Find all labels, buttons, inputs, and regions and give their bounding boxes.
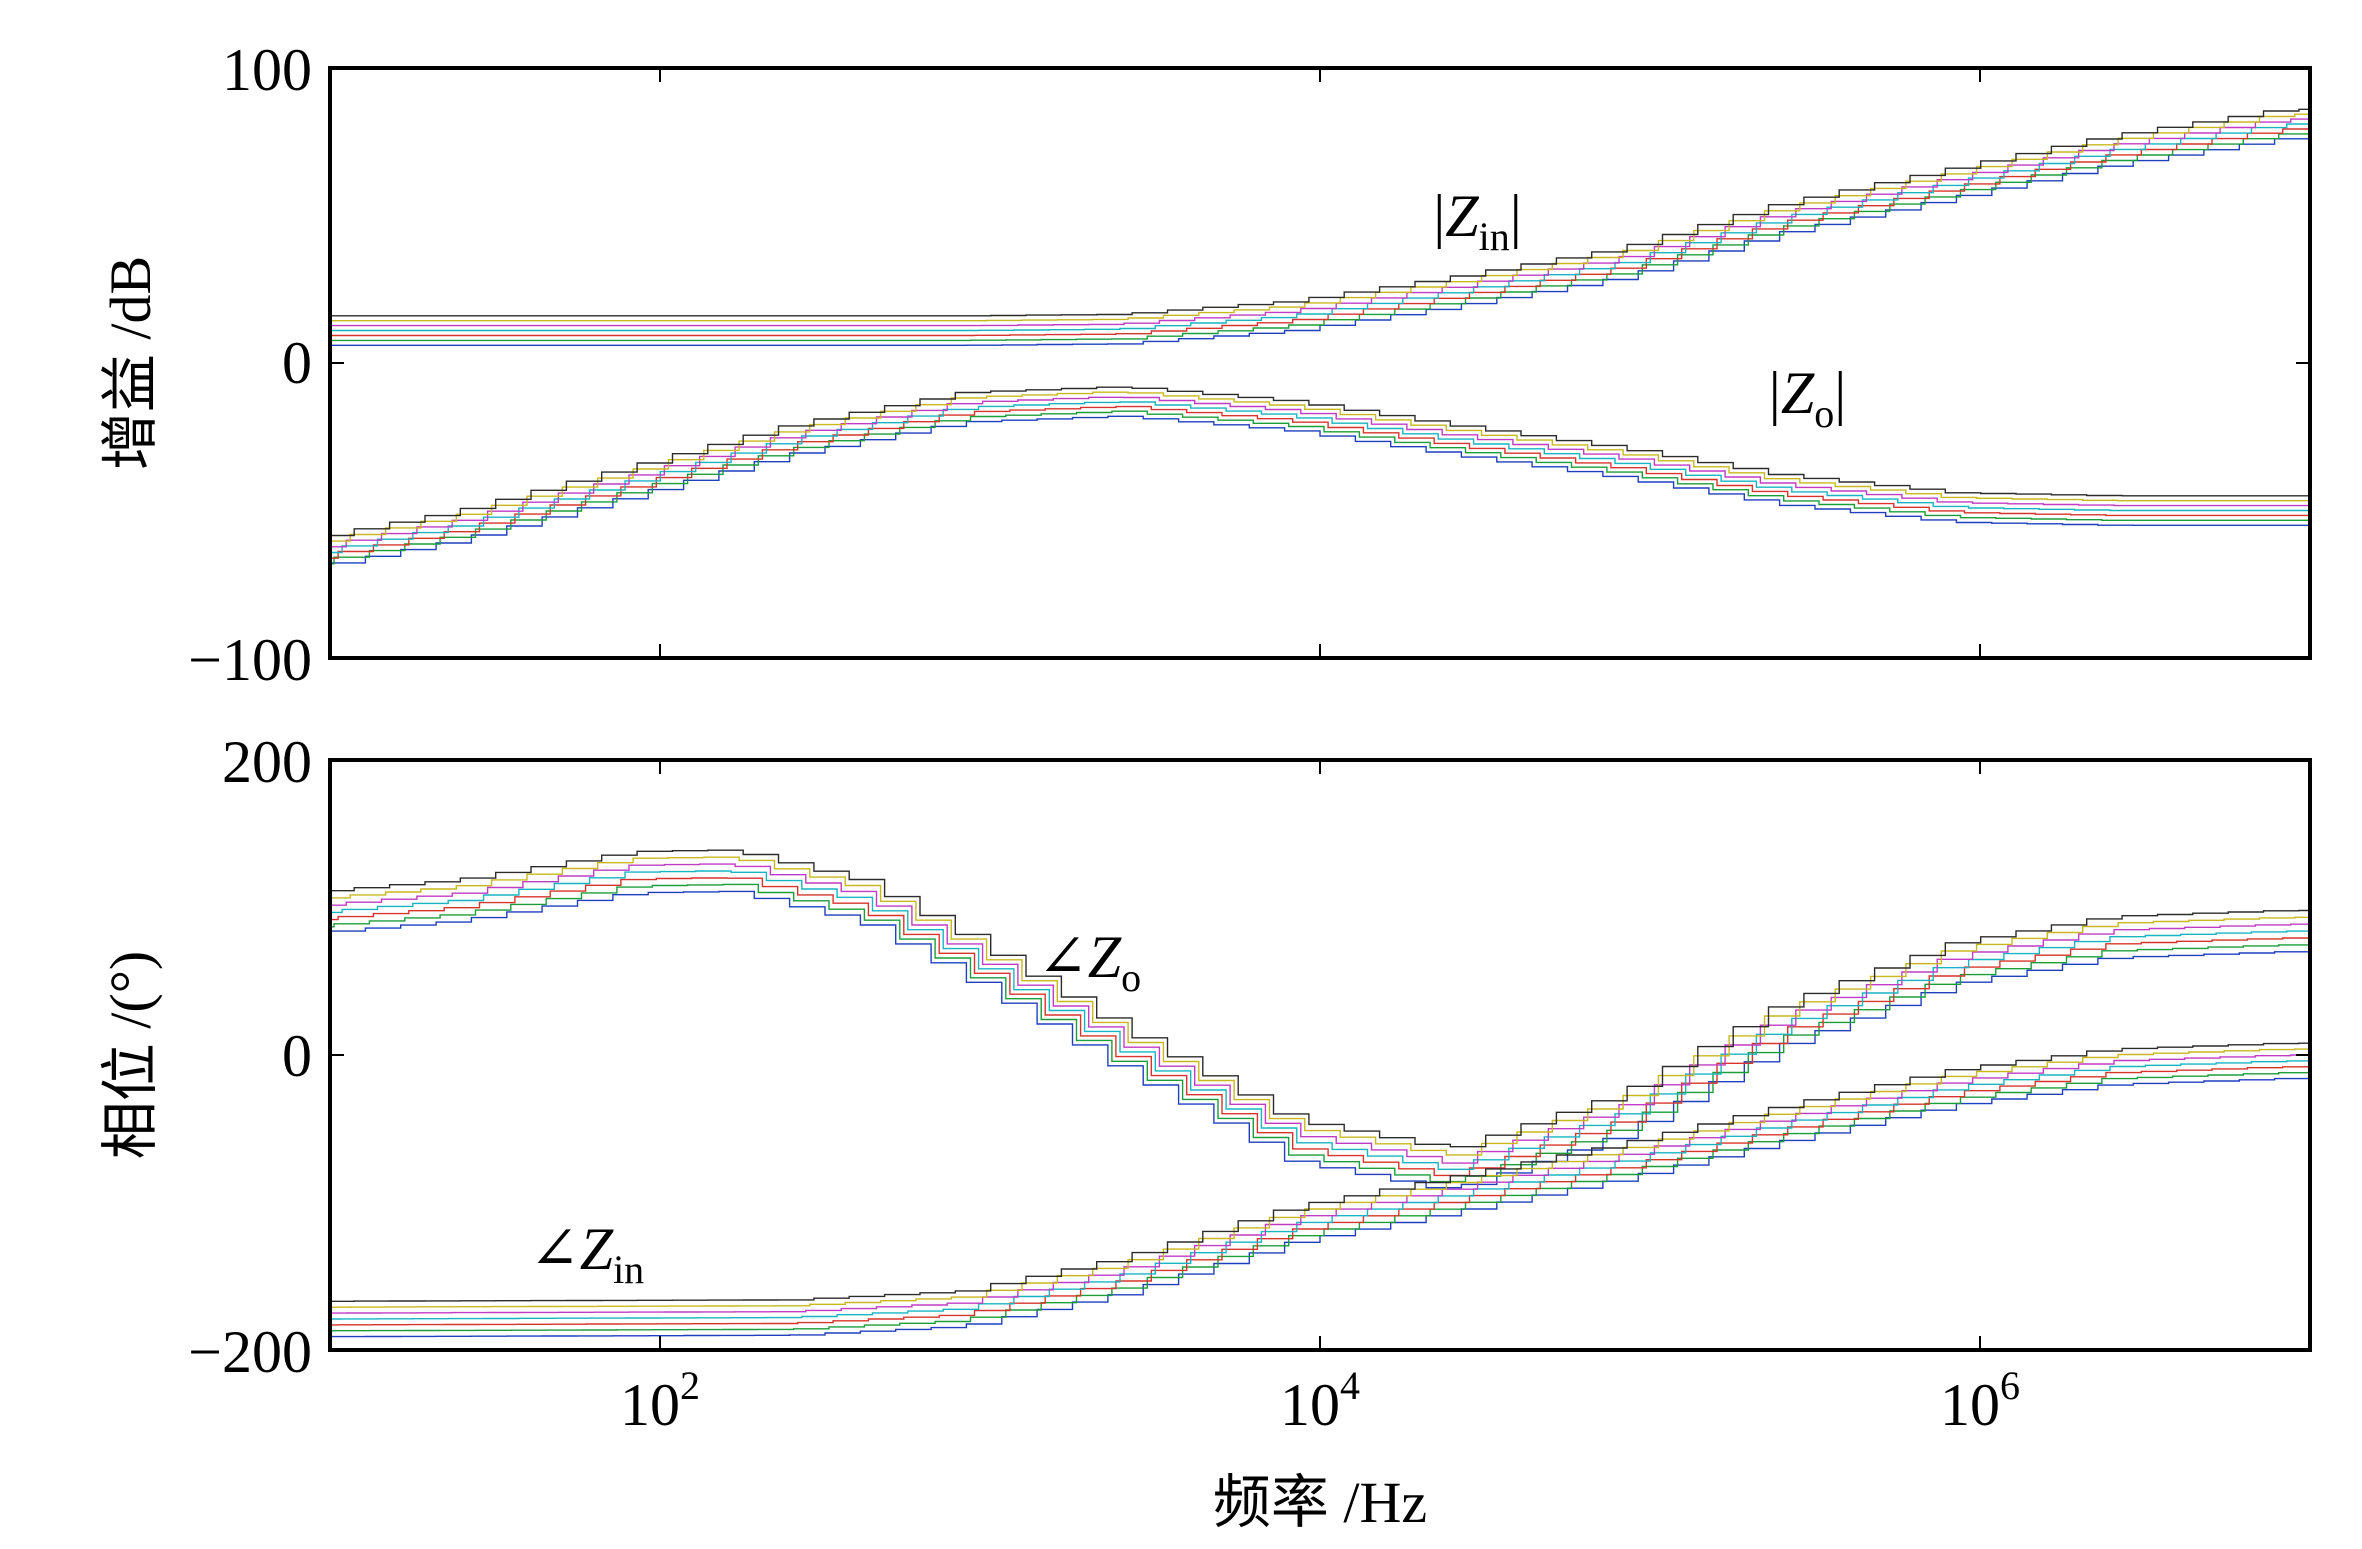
series-mag_zo: [329, 386, 2310, 570]
phase-series-group: [329, 849, 2310, 1338]
series-phase_zo-trace: [330, 870, 2310, 1170]
series-mag_zin-trace: [330, 118, 2310, 327]
series-phase_zo: [329, 849, 2310, 1189]
annotation-suffix: |: [1834, 360, 1846, 426]
series-mag_zo-trace: [329, 415, 2310, 570]
gain-ytick-label-top: 100: [222, 37, 312, 103]
annotation-symbol: Z: [1781, 360, 1815, 426]
series-phase_zin-trace: [330, 1060, 2310, 1320]
annotation-symbol: Z: [1445, 183, 1479, 249]
x-axis-title: 频率 /Hz: [1213, 1470, 1427, 1535]
series-phase_zin-trace: [330, 1054, 2310, 1314]
annotation-subscript: o: [1121, 955, 1141, 1000]
gain-panel: |Zin||Zo| 100 0 −100 增益 /dB: [98, 37, 2312, 693]
series-mag_zo-trace: [330, 386, 2310, 537]
annotation-prefix: |: [1769, 360, 1781, 426]
phase-ytick-label-mid: 0: [282, 1023, 312, 1089]
phase-y-axis-title: 相位 /(°): [98, 951, 163, 1159]
series-mag_zin-trace: [330, 128, 2310, 337]
series-phase_zin-trace: [329, 1077, 2310, 1338]
series-phase_zo-trace: [329, 890, 2310, 1189]
annotation-prefix: ∠: [1037, 924, 1087, 990]
annotation-subscript: in: [613, 1247, 644, 1292]
annotation-subscript: in: [1479, 214, 1510, 259]
annotation-prefix: ∠: [529, 1216, 579, 1282]
series-phase_zo-trace: [330, 883, 2310, 1183]
series-phase_zin: [329, 1042, 2310, 1338]
xtick-label-1e2: 102: [620, 1363, 700, 1438]
phase-ticks: [330, 759, 2310, 1351]
gain-plot-frame: [328, 66, 2312, 660]
series-mag_zin-trace: [330, 113, 2310, 322]
series-phase_zin-trace: [330, 1048, 2310, 1308]
gain-ticks: [330, 67, 2310, 659]
phase-annotations: ∠Zo∠Zin: [529, 924, 1141, 1292]
series-phase_zo-trace: [330, 863, 2310, 1164]
annotation-phase_zo: ∠Zo: [1037, 924, 1141, 1000]
gain-series-group: [329, 108, 2310, 570]
series-mag_zin-trace: [330, 123, 2310, 332]
gain-annotations: |Zin||Zo|: [1433, 183, 1846, 436]
phase-ytick-label-top: 200: [222, 729, 312, 795]
series-phase_zin-trace: [330, 1072, 2310, 1332]
gain-ytick-label-bottom: −100: [188, 627, 312, 693]
gain-y-axis-title: 增益 /dB: [98, 256, 163, 470]
series-mag_zin-trace: [330, 133, 2310, 342]
series-phase_zo-trace: [330, 877, 2310, 1177]
series-mag_zo-trace: [330, 401, 2310, 554]
annotation-suffix: |: [1510, 183, 1522, 249]
annotation-prefix: |: [1433, 183, 1445, 249]
series-phase_zin-trace: [330, 1066, 2310, 1326]
annotation-symbol: Z: [580, 1216, 614, 1282]
annotation-symbol: Z: [1088, 924, 1122, 990]
series-phase_zo-trace: [330, 849, 2310, 1148]
annotation-zo: |Zo|: [1769, 360, 1846, 436]
annotation-subscript: o: [1814, 391, 1834, 436]
annotation-zin: |Zin|: [1433, 183, 1522, 259]
xtick-label-1e6: 106: [1940, 1363, 2020, 1438]
phase-panel: ∠Zo∠Zin 200 0 −200 相位 /(°) 102 104 106 频…: [98, 729, 2312, 1535]
series-phase_zin-trace: [330, 1042, 2310, 1302]
series-phase_zo-trace: [330, 856, 2310, 1156]
series-mag_zin: [330, 108, 2310, 346]
phase-ytick-label-bottom: −200: [188, 1319, 312, 1385]
series-mag_zo-trace: [330, 391, 2310, 542]
series-mag_zin-trace: [330, 108, 2310, 317]
gain-ytick-label-mid: 0: [282, 330, 312, 396]
xtick-label-1e4: 104: [1280, 1363, 1360, 1438]
annotation-phase_zin: ∠Zin: [529, 1216, 644, 1292]
series-mag_zo-trace: [330, 405, 2310, 559]
series-mag_zo-trace: [330, 396, 2310, 548]
series-mag_zo-trace: [330, 410, 2310, 565]
